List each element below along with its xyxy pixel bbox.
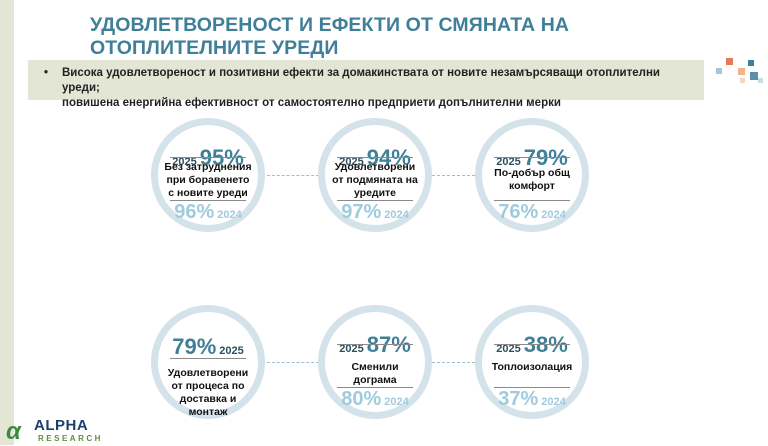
logo-sub: RESEARCH (38, 434, 103, 443)
stat-circle-insulation: 2025 38% Топлоизолация 37% 2024 (475, 305, 589, 419)
bullet: • (44, 67, 49, 79)
divider (494, 157, 570, 158)
stat-2024: 76% 2024 (498, 201, 566, 223)
banner-line-2: повишена енергийна ефективност от самост… (62, 97, 561, 109)
connector-1 (262, 175, 324, 176)
stat-circle-comfort-handling: 2025 95% Без затруднения при боравенето с… (151, 118, 265, 232)
stat-2025: 79% 2025 (172, 334, 244, 359)
divider (337, 344, 413, 345)
stat-label: Без затруднения при боравенето с новите … (164, 161, 252, 199)
stat-circle-better-comfort: 2025 79% По-добър общ комфорт 76% 2024 (475, 118, 589, 232)
stat-2024: 37% 2024 (498, 388, 566, 410)
left-decor-strip (0, 0, 14, 445)
stat-2024: 97% 2024 (341, 201, 409, 223)
logo-name: ALPHA (34, 417, 89, 434)
stat-2025: 2025 87% (339, 332, 411, 357)
divider (170, 358, 246, 359)
divider (170, 157, 246, 158)
stat-label: Топлоизолация (491, 361, 573, 373)
stat-label: Удовлетворени от процеса по доставка и м… (167, 367, 249, 418)
stat-2025: 2025 38% (496, 332, 568, 357)
stat-label: Сменили дограма (351, 361, 399, 386)
alpha-logo-icon: α (6, 418, 21, 445)
divider (170, 200, 246, 201)
banner-line-1: Висока удовлетвореност и позитивни ефект… (62, 67, 660, 94)
connector-2 (432, 175, 480, 176)
stat-2024: 80% 2024 (341, 388, 409, 410)
connector-3 (262, 362, 324, 363)
divider (494, 344, 570, 345)
divider (494, 200, 570, 201)
divider (494, 387, 570, 388)
connector-4 (432, 362, 480, 363)
divider (337, 387, 413, 388)
stat-circle-replacement-satisfied: 2025 94% Удовлетворени от подмяната на ур… (318, 118, 432, 232)
stat-2024: 96% 2024 (174, 201, 242, 223)
stat-circle-delivery-installation: 79% 2025 Удовлетворени от процеса по дост… (151, 305, 265, 419)
divider (337, 200, 413, 201)
decor-squares (716, 58, 768, 88)
stat-label: По-добър общ комфорт (494, 167, 570, 192)
stat-circle-windows-replaced: 2025 87% Сменили дограма 80% 2024 (318, 305, 432, 419)
summary-banner: • Висока удовлетвореност и позитивни ефе… (28, 60, 704, 109)
alpha-research-logo: α ALPHA RESEARCH (4, 414, 126, 445)
divider (337, 157, 413, 158)
page-title: УДОВЛЕТВОРЕНОСТ И ЕФЕКТИ ОТ СМЯНАТА НА О… (90, 14, 570, 59)
stat-label: Удовлетворени от подмяната на уредите (332, 161, 418, 199)
